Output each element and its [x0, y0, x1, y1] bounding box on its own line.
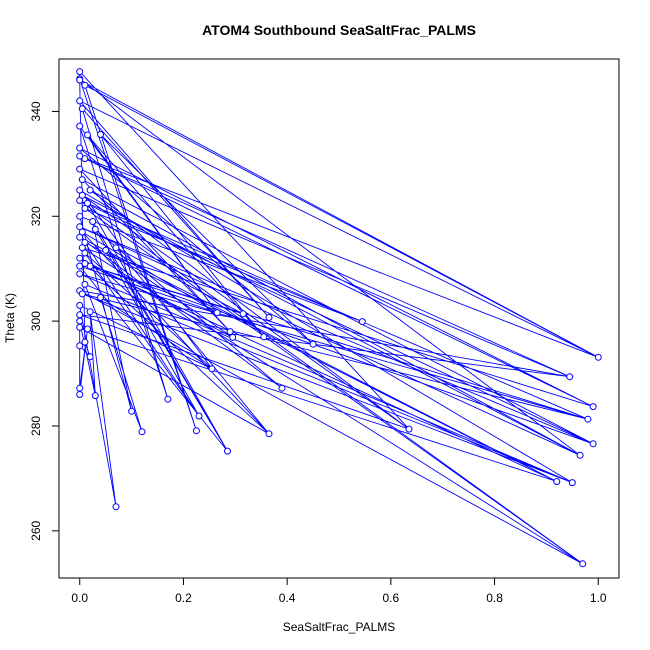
data-point — [226, 328, 234, 336]
data-point — [84, 199, 91, 207]
series-line — [78, 71, 599, 565]
y-axis: 260 280 300 320 340 — [29, 101, 60, 541]
data-point — [84, 131, 91, 139]
y-tick-label: 320 — [29, 206, 43, 226]
data-point — [76, 122, 84, 130]
x-tick-label: 0.0 — [71, 591, 88, 605]
data-point — [265, 430, 273, 438]
data-point — [81, 249, 89, 257]
data-point — [76, 68, 84, 76]
data-point — [584, 415, 592, 423]
data-point — [76, 317, 84, 325]
data-point — [278, 384, 286, 392]
data-point — [76, 262, 84, 270]
data-point — [579, 560, 587, 568]
x-tick-label: 1.0 — [590, 591, 607, 605]
data-point — [208, 365, 216, 373]
data-point — [164, 395, 172, 403]
x-tick-label: 0.6 — [383, 591, 400, 605]
y-axis-label: Theta (K) — [3, 293, 17, 343]
x-axis-label: SeaSaltFrac_PALMS — [283, 620, 396, 634]
data-point — [239, 310, 247, 318]
data-point — [76, 270, 84, 278]
data-point — [589, 440, 597, 448]
data-point — [112, 244, 120, 252]
data-point — [91, 392, 99, 400]
y-tick-label: 280 — [29, 416, 43, 436]
data-point — [213, 309, 221, 317]
data-point — [589, 403, 597, 411]
data-point — [76, 76, 84, 84]
data-point — [265, 314, 273, 321]
data-point — [76, 97, 84, 105]
series-points — [76, 68, 602, 568]
data-point — [76, 342, 84, 350]
data-point — [195, 412, 203, 420]
data-point — [566, 373, 574, 381]
data-point — [86, 353, 94, 361]
data-point — [112, 503, 120, 511]
data-point — [553, 478, 561, 485]
data-point — [229, 333, 237, 341]
data-point — [89, 218, 97, 225]
x-axis: 0.0 0.2 0.4 0.6 0.8 1.0 — [71, 577, 607, 605]
data-point — [91, 225, 99, 233]
data-point — [76, 152, 84, 160]
data-point — [76, 212, 84, 220]
data-point — [76, 254, 84, 262]
data-point — [576, 451, 584, 459]
data-point — [76, 384, 84, 392]
data-point — [81, 338, 89, 346]
y-tick-label: 340 — [29, 101, 43, 121]
chart-title: ATOM4 Southbound SeaSaltFrac_PALMS — [202, 22, 476, 38]
data-point — [594, 353, 602, 361]
y-tick-label: 300 — [29, 311, 43, 331]
data-point — [97, 294, 104, 301]
x-tick-label: 0.2 — [175, 591, 192, 605]
plot-frame — [58, 58, 620, 579]
data-point — [192, 427, 200, 435]
data-point — [138, 428, 146, 436]
data-point — [358, 318, 366, 326]
x-tick-label: 0.4 — [279, 591, 296, 605]
data-point — [78, 105, 86, 113]
y-tick-label: 260 — [29, 520, 43, 540]
data-point — [76, 311, 84, 319]
data-point — [86, 186, 94, 194]
data-point — [128, 407, 136, 415]
x-tick-label: 0.8 — [486, 591, 503, 605]
data-point — [78, 290, 86, 298]
data-point — [81, 280, 89, 288]
data-point — [76, 323, 84, 331]
data-point — [81, 81, 89, 89]
data-point — [78, 176, 86, 184]
data-point — [76, 165, 84, 173]
data-point — [405, 425, 413, 433]
data-point — [224, 447, 231, 455]
data-point — [102, 246, 110, 254]
series-lines — [78, 71, 599, 565]
data-point — [97, 131, 104, 138]
data-point — [86, 308, 94, 316]
data-point — [76, 144, 84, 152]
data-point — [84, 325, 91, 333]
data-point — [76, 301, 84, 309]
data-point — [568, 479, 576, 487]
data-point — [260, 333, 268, 341]
data-point — [76, 186, 84, 194]
data-point — [78, 228, 86, 236]
data-point — [309, 340, 317, 348]
data-point — [76, 391, 84, 398]
